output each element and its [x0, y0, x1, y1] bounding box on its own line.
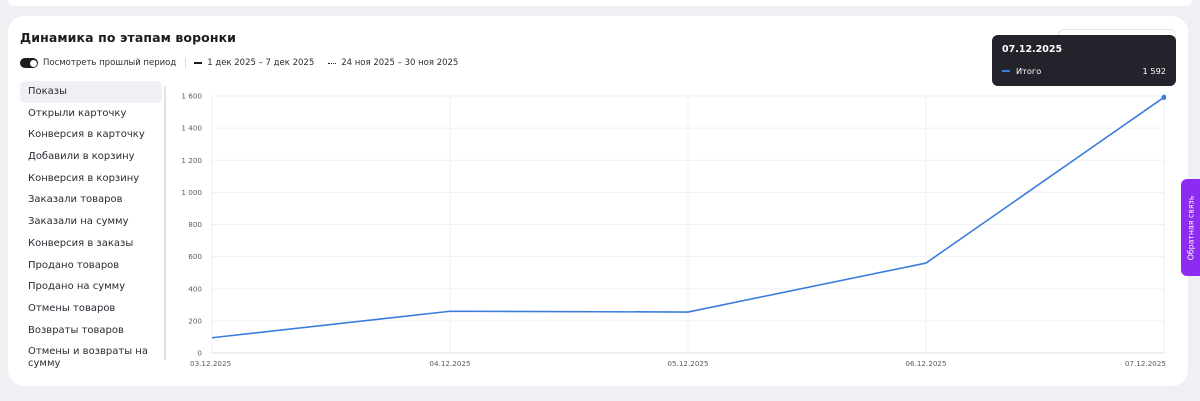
line-chart: 0 200 400 600 800 1 000 1 200 1 400 1 600 03.12.… [181, 92, 1166, 368]
y-tick-label: 200 [188, 316, 202, 325]
y-axis-ticks: 0 200 400 600 800 1 000 1 200 1 400 1 600 [181, 92, 202, 358]
y-tick-label: 600 [188, 252, 202, 261]
chart-series [211, 94, 1166, 339]
chart-grid [211, 95, 1165, 354]
y-tick-label: 1 200 [181, 156, 202, 165]
funnel-dynamics-card: Динамика по этапам воронки Посмотреть пр… [8, 16, 1188, 386]
y-tick-label: 400 [188, 284, 202, 293]
metric-item-order-conversion[interactable]: Конверсия в заказы [28, 237, 134, 249]
metric-item-cancellations[interactable]: Отмены товаров [28, 302, 116, 314]
series-swatch-icon [1002, 70, 1010, 72]
metric-item-ordered-items[interactable]: Заказали товаров [28, 194, 123, 206]
metric-item-cancel-return-sum[interactable]: Отмены и возвраты на сумму [28, 346, 148, 370]
previous-period-legend: 24 ноя 2025 – 30 ноя 2025 [328, 58, 458, 68]
toggle-knob [29, 59, 37, 67]
tooltip-date: 07.12.2025 [1002, 44, 1063, 55]
metric-item-returns[interactable]: Возвраты товаров [28, 324, 124, 336]
previous-card-edge [8, 0, 1192, 6]
current-period-label: 1 дек 2025 – 7 дек 2025 [207, 58, 315, 68]
metric-item-opened-card[interactable]: Открыли карточку [28, 107, 127, 119]
x-axis-ticks: 03.12.2025 04.12.2025 05.12.2025 06.12.2025… [190, 359, 1166, 368]
feedback-tab[interactable]: Обратная связь [1181, 179, 1200, 276]
x-tick-label: 07.12.2025 [1125, 359, 1166, 368]
metric-item-sold-items[interactable]: Продано товаров [28, 259, 120, 271]
y-tick-label: 1 400 [181, 124, 202, 133]
tooltip-row: Итого 1 592 [1002, 66, 1166, 76]
y-tick-label: 1 600 [181, 92, 202, 101]
data-point[interactable] [1161, 94, 1166, 100]
x-tick-label: 05.12.2025 [667, 359, 708, 368]
x-tick-label: 06.12.2025 [905, 359, 946, 368]
panel-title: Динамика по этапам воронки [20, 30, 237, 45]
metric-item-card-conversion[interactable]: Конверсия в карточку [28, 129, 145, 141]
period-controls: Посмотреть прошлый период 1 дек 2025 – 7… [20, 57, 458, 69]
x-tick-label: 04.12.2025 [429, 359, 470, 368]
metric-list-scrollbar[interactable] [164, 86, 166, 360]
compare-toggle-label[interactable]: Посмотреть прошлый период [43, 58, 177, 68]
controls-divider [185, 58, 187, 68]
y-tick-label: 1 000 [181, 188, 202, 197]
chart-tooltip: 07.12.2025 Итого 1 592 [992, 35, 1176, 86]
dotted-line-icon [328, 62, 337, 64]
metric-item-ordered-sum[interactable]: Заказали на сумму [28, 216, 129, 228]
metric-item-cart-conversion[interactable]: Конверсия в корзину [28, 172, 140, 184]
metric-item-shows[interactable]: Показы [20, 81, 162, 103]
y-tick-label: 800 [188, 220, 202, 229]
x-tick-label: 03.12.2025 [190, 359, 231, 368]
tooltip-value: 1 592 [1142, 66, 1166, 76]
compare-toggle[interactable] [20, 58, 38, 68]
tooltip-series-name: Итого [1016, 66, 1042, 76]
feedback-tab-label: Обратная связь [1186, 195, 1195, 260]
metric-item-added-to-cart[interactable]: Добавили в корзину [28, 151, 135, 163]
metric-list: Показы Открыли карточку Конверсия в карт… [20, 81, 162, 371]
y-tick-label: 0 [197, 349, 202, 358]
previous-period-label: 24 ноя 2025 – 30 ноя 2025 [341, 58, 459, 68]
metric-item-sold-sum[interactable]: Продано на сумму [28, 281, 126, 293]
solid-line-icon [194, 62, 203, 64]
